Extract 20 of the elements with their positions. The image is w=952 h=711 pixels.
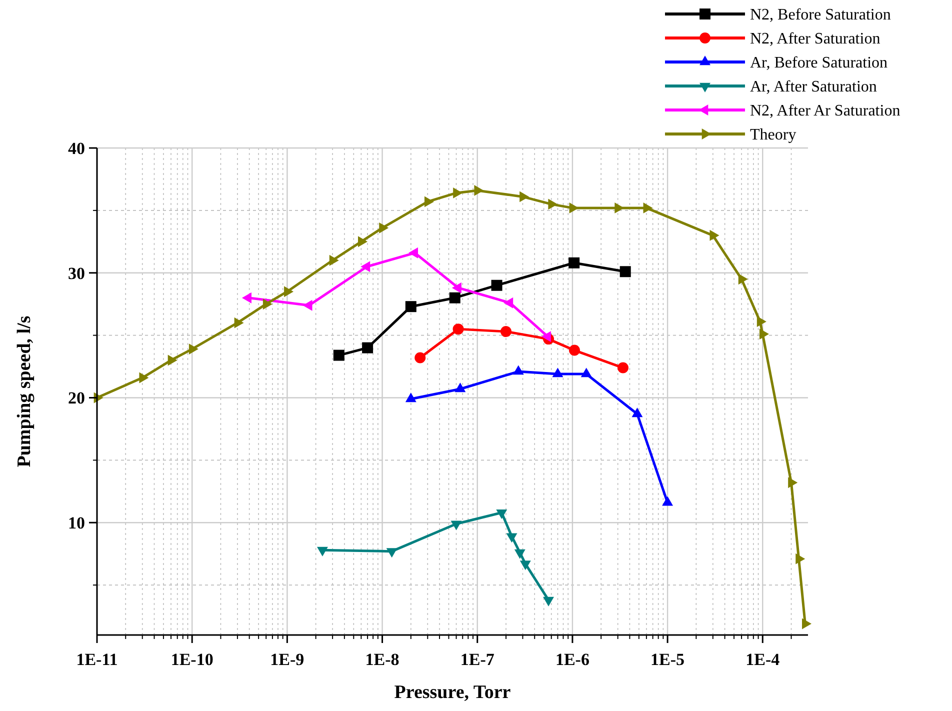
x-tick-label: 1E-8 <box>365 650 400 669</box>
x-tick-label: 1E-4 <box>746 650 780 669</box>
legend-label: Theory <box>750 126 796 144</box>
x-tick-label: 1E-10 <box>170 650 214 669</box>
legend-label: N2, After Saturation <box>750 30 880 48</box>
legend-label: Ar, Before Saturation <box>750 54 888 72</box>
x-tick-label: 1E-5 <box>650 650 685 669</box>
x-tick-label: 1E-6 <box>555 650 590 669</box>
x-axis-title: Pressure, Torr <box>394 682 512 703</box>
legend-label: N2, Before Saturation <box>750 6 891 24</box>
x-tick-label: 1E-9 <box>270 650 304 669</box>
legend-label: Ar, After Saturation <box>750 78 877 96</box>
x-tick-label: 1E-11 <box>76 650 118 669</box>
y-axis-title: Pumping speed, l/s <box>14 316 35 468</box>
y-tick-label: 10 <box>68 514 85 533</box>
x-tick-label: 1E-7 <box>460 650 495 669</box>
legend-label: N2, After Ar Saturation <box>750 102 900 120</box>
y-tick-label: 20 <box>68 388 85 408</box>
y-tick-label: 30 <box>68 264 85 283</box>
y-tick-label: 40 <box>68 138 85 158</box>
